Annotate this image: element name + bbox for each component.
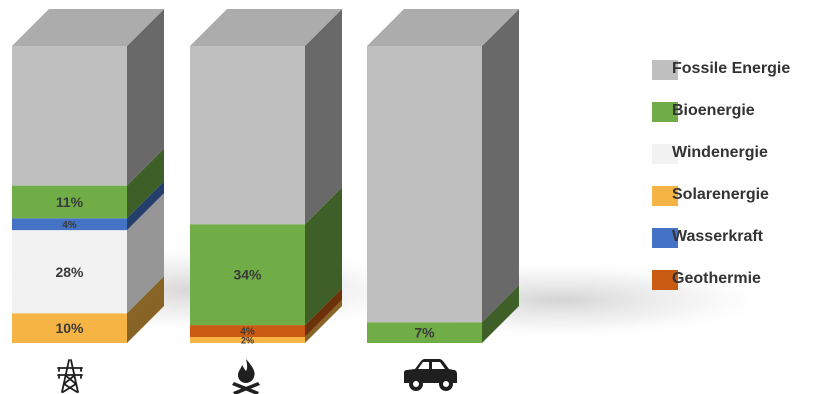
bar-segment-fossile-energie-verkehr: [367, 46, 482, 323]
legend-label: Windenergie: [672, 144, 768, 161]
bar-segment-wasserkraft-strom-side: [127, 181, 164, 231]
legend-swatch: [652, 270, 678, 290]
bar-segment-fossile-energie-w-rme-side: [305, 9, 342, 225]
legend-swatch: [652, 186, 678, 206]
data-label-bioenergie-verkehr: 7%: [414, 325, 435, 341]
power-pylon-icon: [57, 359, 83, 393]
data-label-solarenergie-strom: 10%: [55, 320, 84, 336]
bar-group-verkehr: [367, 9, 519, 343]
bar-segment-fossile-energie-w-rme: [190, 46, 305, 225]
bar-segment-geothermie-w-rme: [190, 325, 305, 338]
bar-segment-bioenergie-w-rme-side: [305, 187, 342, 326]
bar-segment-windenergie-strom-side: [127, 193, 164, 314]
bar-top-verkehr: [367, 9, 519, 46]
bar-group-strom: [12, 9, 164, 343]
data-label-windenergie-strom: 28%: [55, 264, 84, 280]
bar-segment-fossile-energie-strom-side: [127, 9, 164, 186]
data-label-bioenergie-w-rme: 34%: [233, 267, 262, 283]
legend-label: Wasserkraft: [672, 228, 764, 245]
campfire-icon: [232, 359, 260, 394]
bar-group-w-rme: [190, 9, 342, 343]
bar-segment-solarenergie-w-rme: [190, 337, 305, 343]
bar-segment-solarenergie-w-rme-side: [305, 300, 342, 343]
bar-segment-fossile-energie-strom: [12, 46, 127, 186]
bar-segment-bioenergie-strom: [12, 185, 127, 219]
car-icon: [404, 359, 457, 391]
bar-segment-bioenergie-w-rme: [190, 224, 305, 326]
legend-label: Solarenergie: [672, 186, 769, 203]
legend-swatch: [652, 144, 678, 164]
bar-segment-geothermie-w-rme-side: [305, 288, 342, 338]
data-label-solarenergie-w-rme: 2%: [241, 335, 254, 345]
legend-swatch: [652, 228, 678, 248]
bar-segment-bioenergie-verkehr: [367, 322, 482, 343]
bar-top-strom: [12, 9, 164, 46]
data-label-bioenergie-strom: 11%: [56, 194, 84, 210]
bar-top-w-rme: [190, 9, 342, 46]
bar-segment-bioenergie-strom-side: [127, 148, 164, 219]
legend-label: Fossile Energie: [672, 60, 791, 77]
bar-segment-fossile-energie-verkehr-side: [482, 9, 519, 323]
bar-segment-windenergie-strom: [12, 230, 127, 314]
bar-segment-bioenergie-verkehr-side: [482, 285, 519, 343]
legend-label: Geothermie: [672, 270, 761, 287]
legend-swatch: [652, 60, 678, 80]
legend-swatch: [652, 102, 678, 122]
bar-segment-solarenergie-strom-side: [127, 276, 164, 343]
data-label-geothermie-w-rme: 4%: [240, 327, 255, 338]
bar-segment-solarenergie-strom: [12, 313, 127, 343]
data-label-wasserkraft-strom: 4%: [62, 220, 77, 231]
bar-segment-wasserkraft-strom: [12, 218, 127, 231]
legend-label: Bioenergie: [672, 102, 755, 119]
